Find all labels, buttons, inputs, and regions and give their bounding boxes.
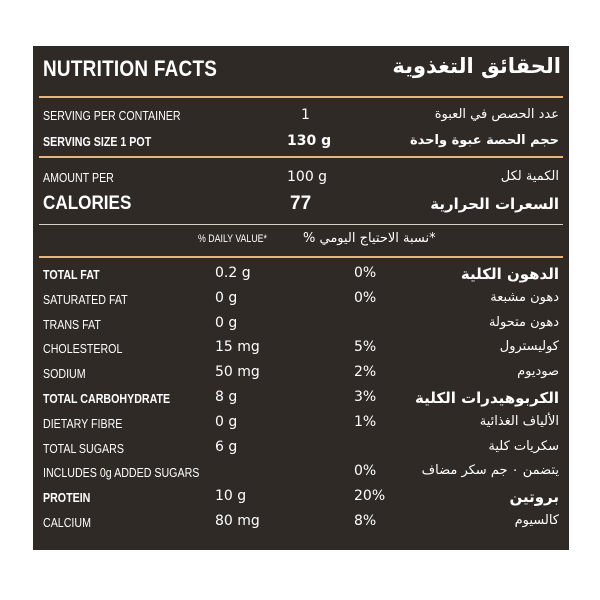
nutrient-daily-value: 2% (354, 364, 377, 381)
nutrient-label-en: CALCIUM (43, 515, 91, 530)
nutrient-daily-value: 20% (354, 488, 386, 505)
nutrient-amount: 6 g (215, 438, 238, 455)
serving-size-label-ar: حجم الحصة عبوة واحدة (409, 133, 559, 148)
title-arabic: الحقائق التغذوية (392, 54, 561, 78)
nutrient-amount: 50 mg (215, 364, 260, 381)
nutrient-label-ar: سكريات كلية (488, 438, 559, 454)
header-divider (39, 96, 563, 98)
nutrient-label-en: DIETARY FIBRE (43, 415, 123, 431)
nutrient-label-ar: كوليسترول (499, 339, 559, 355)
nutrients-divider (39, 256, 563, 258)
daily-value-label-ar: *نسبة الاحتياج اليومي % (303, 231, 436, 246)
nutrient-daily-value: 0% (354, 463, 377, 480)
nutrient-daily-value: 0% (354, 265, 377, 281)
amount-per-label-ar: الكمية لكل (500, 169, 559, 184)
nutrient-label-ar: الكربوهيدرات الكلية (415, 389, 559, 407)
nutrient-label-en: TOTAL FAT (43, 267, 100, 282)
nutrition-facts-panel: NUTRITION FACTS الحقائق التغذوية SERVING… (33, 46, 569, 550)
amount-per-value: 100 g (287, 169, 328, 185)
nutrient-label-ar: الدهون الكلية (460, 265, 559, 283)
nutrient-label-en: SODIUM (43, 366, 86, 382)
nutrient-label-ar: دهون متحولة (489, 314, 559, 330)
daily-value-label-en: % DAILY VALUE* (198, 233, 267, 245)
nutrient-daily-value: 8% (354, 513, 377, 529)
nutrient-amount: 15 mg (215, 339, 260, 356)
nutrient-amount: 0.2 g (215, 265, 251, 281)
serving-per-container-value: 1 (301, 107, 310, 123)
nutrient-amount: 8 g (215, 389, 238, 405)
serving-divider (39, 156, 563, 158)
nutrient-amount: 0 g (215, 413, 238, 430)
title-english: NUTRITION FACTS (43, 56, 218, 81)
nutrient-label-ar: يتضمن ٠ جم سكر مضاف (421, 463, 559, 479)
serving-size-value: 130 g (287, 133, 332, 149)
nutrient-label-en: TOTAL CARBOHYDRATE (43, 391, 171, 406)
nutrient-label-en: SATURATED FAT (43, 291, 128, 307)
nutrient-label-ar: الألياف الغذائية (479, 413, 559, 429)
nutrient-amount: 10 g (215, 488, 247, 505)
amount-per-label-en: AMOUNT PER (43, 170, 114, 185)
nutrient-label-ar: دهون مشبعة (490, 289, 559, 305)
nutrient-amount: 80 mg (215, 513, 260, 529)
calories-divider (39, 224, 563, 225)
nutrient-label-ar: صوديوم (517, 364, 559, 380)
serving-per-container-label-ar: عدد الحصص في العبوة (434, 107, 559, 122)
nutrient-amount: 0 g (215, 289, 238, 306)
calories-value: 77 (290, 193, 312, 214)
nutrient-daily-value: 5% (354, 339, 377, 356)
nutrient-label-en: PROTEIN (43, 490, 91, 506)
calories-label-en: CALORIES (43, 193, 132, 214)
calories-label-ar: السعرات الحرارية (430, 195, 559, 213)
nutrient-label-ar: كالسيوم (514, 513, 559, 528)
serving-size-label-en: SERVING SIZE 1 POT (43, 134, 152, 149)
nutrient-daily-value: 1% (354, 413, 377, 430)
nutrient-label-en: TOTAL SUGARS (43, 440, 124, 456)
nutrient-label-en: INCLUDES 0g ADDED SUGARS (43, 465, 200, 481)
nutrient-daily-value: 0% (354, 289, 377, 306)
nutrient-label-en: TRANS FAT (43, 316, 101, 332)
serving-per-container-label-en: SERVING PER CONTAINER (43, 108, 181, 123)
nutrient-label-ar: بروتين (509, 488, 559, 507)
nutrient-label-en: CHOLESTEROL (43, 341, 123, 357)
nutrient-amount: 0 g (215, 314, 238, 331)
nutrient-daily-value: 3% (354, 389, 377, 405)
